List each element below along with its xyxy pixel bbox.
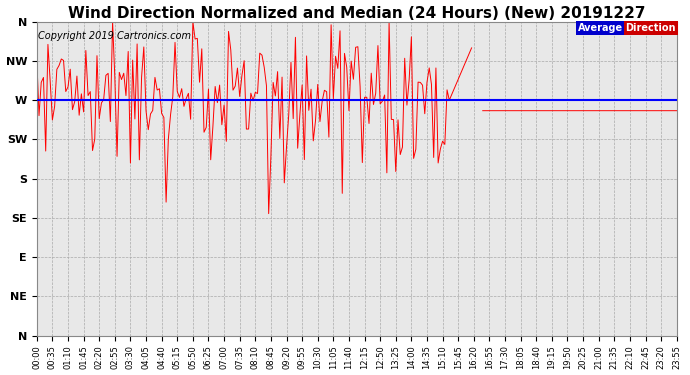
Text: Direction: Direction bbox=[626, 23, 676, 33]
Title: Wind Direction Normalized and Median (24 Hours) (New) 20191227: Wind Direction Normalized and Median (24… bbox=[68, 6, 646, 21]
Text: Average: Average bbox=[578, 23, 622, 33]
Text: Copyright 2019 Cartronics.com: Copyright 2019 Cartronics.com bbox=[38, 31, 191, 41]
